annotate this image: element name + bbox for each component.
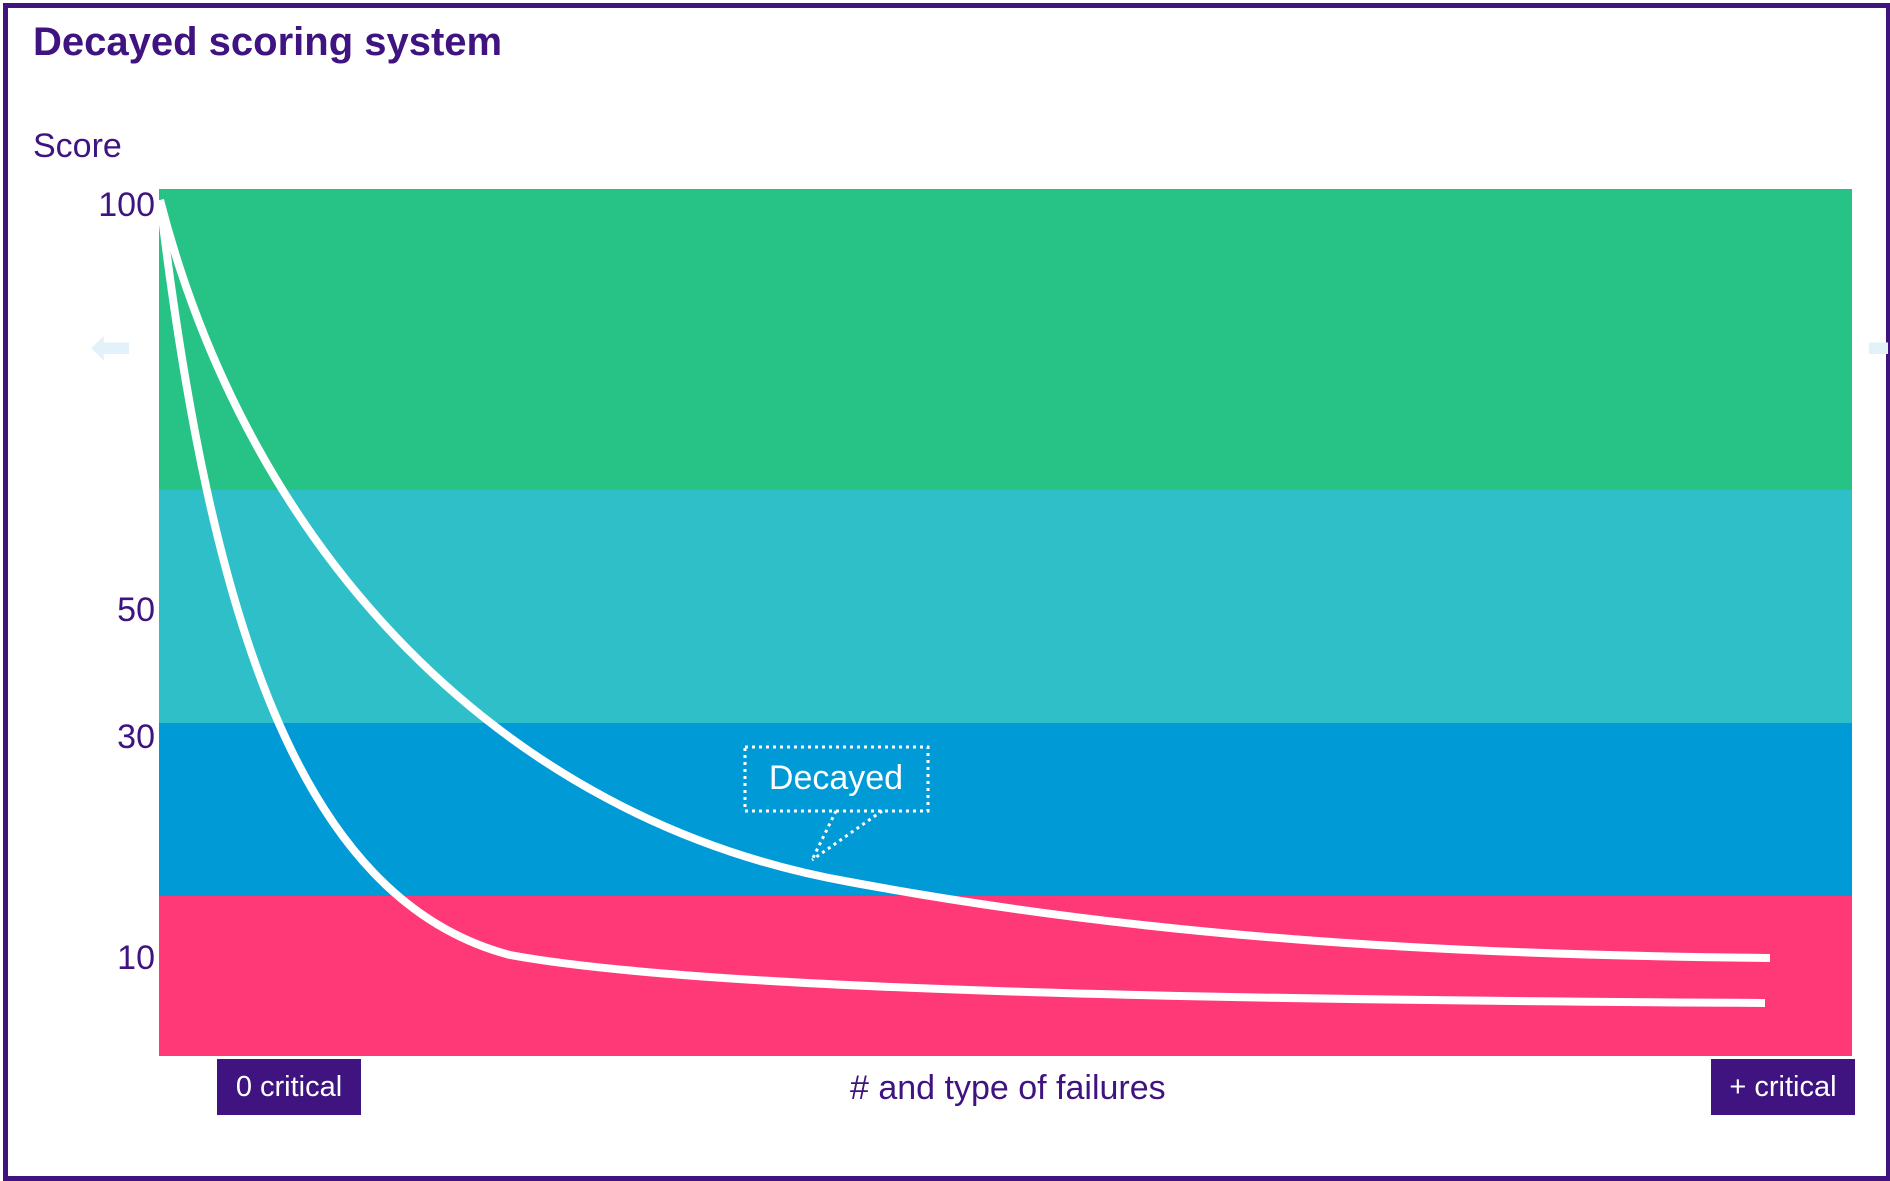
y-tick-50: 50	[117, 591, 155, 629]
arrow-left-icon: ⬅	[90, 319, 132, 375]
y-axis-label: Score	[33, 127, 122, 165]
zone-high	[159, 189, 1852, 491]
arrow-right-icon: ➡	[1866, 322, 1888, 372]
x-axis-label: # and type of failures	[850, 1069, 1166, 1107]
zone-low	[159, 896, 1852, 1056]
zone-upper-mid	[159, 490, 1852, 724]
callout-pointer-right	[811, 809, 883, 862]
callout-label: Decayed	[769, 759, 903, 797]
callout-pointer-left	[810, 810, 838, 861]
curve-steep-decay	[156, 199, 1766, 1007]
zone-lower-mid	[159, 723, 1852, 897]
y-tick-10: 10	[117, 939, 155, 977]
callout-box	[743, 745, 930, 813]
chart-title: Decayed scoring system	[33, 20, 503, 64]
badge-zero-critical: 0 critical	[217, 1059, 361, 1115]
decayed-callout: Decayed	[743, 745, 930, 862]
badge-plus-critical: + critical	[1711, 1059, 1855, 1115]
y-tick-100: 100	[98, 186, 155, 224]
y-tick-30: 30	[117, 718, 155, 756]
curve-gentle-decay	[156, 199, 1771, 962]
